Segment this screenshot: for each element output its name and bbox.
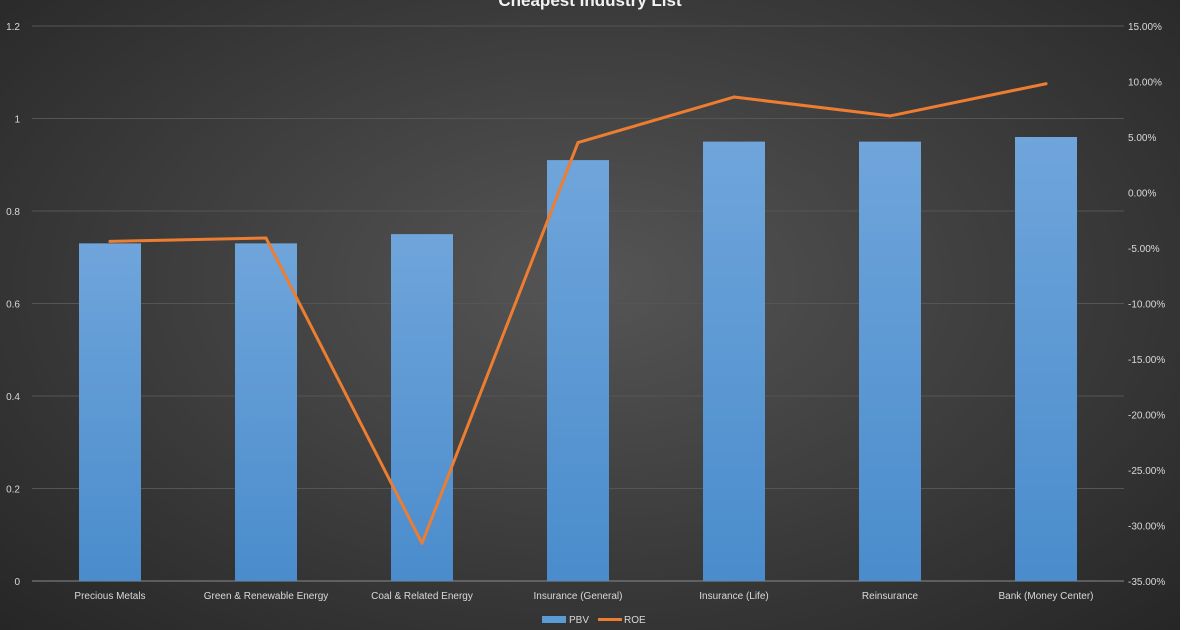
right-axis-tick-label: -10.00% [1128, 300, 1165, 311]
right-axis-tick-label: -35.00% [1128, 577, 1165, 588]
bar-pbv [235, 243, 297, 581]
legend-label-roe: ROE [624, 615, 646, 626]
category-label: Green & Renewable Energy [204, 591, 329, 602]
right-axis-tick-label: -25.00% [1128, 466, 1165, 477]
roe-point [264, 236, 268, 240]
bar-pbv [547, 160, 609, 581]
roe-point [1044, 82, 1048, 86]
bar-pbv [79, 243, 141, 581]
bar-pbv [859, 141, 921, 581]
roe-point [420, 541, 424, 545]
category-label: Insurance (Life) [699, 591, 768, 602]
category-label: Bank (Money Center) [998, 591, 1093, 602]
left-axis-tick-label: 0.8 [6, 207, 20, 218]
roe-point [576, 141, 580, 145]
left-axis-tick-label: 1 [14, 115, 20, 126]
right-axis-tick-label: -5.00% [1128, 244, 1160, 255]
right-axis-tick-label: -15.00% [1128, 355, 1165, 366]
legend-swatch-pbv [542, 616, 566, 623]
bar-pbv [1015, 137, 1077, 581]
right-axis-tick-label: 15.00% [1128, 22, 1162, 33]
right-axis-tick-label: 10.00% [1128, 78, 1162, 89]
category-label: Reinsurance [862, 591, 919, 602]
right-axis-tick-label: -20.00% [1128, 411, 1165, 422]
left-axis-tick-label: 0 [14, 577, 20, 588]
left-axis-tick-label: 0.6 [6, 300, 20, 311]
left-axis-tick-label: 0.2 [6, 485, 20, 496]
category-label: Coal & Related Energy [371, 591, 473, 602]
bar-pbv [703, 141, 765, 581]
right-axis-tick-label: 5.00% [1128, 133, 1156, 144]
left-axis-tick-label: 1.2 [6, 22, 20, 33]
left-axis-tick-label: 0.4 [6, 392, 20, 403]
roe-point [108, 239, 112, 243]
category-label: Precious Metals [74, 591, 145, 602]
roe-point [888, 114, 892, 118]
right-axis-tick-label: 0.00% [1128, 189, 1156, 200]
right-axis-tick-label: -30.00% [1128, 522, 1165, 533]
legend-label-pbv: PBV [569, 615, 589, 626]
bar-pbv [391, 234, 453, 581]
category-label: Insurance (General) [534, 591, 623, 602]
chart-title: Cheapest Industry List [498, 0, 682, 10]
roe-point [732, 95, 736, 99]
